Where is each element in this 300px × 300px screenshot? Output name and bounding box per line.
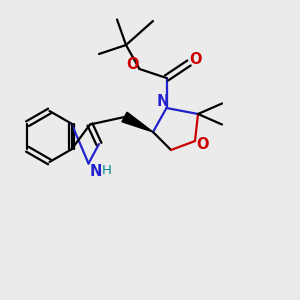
Text: H: H bbox=[102, 164, 112, 178]
Text: O: O bbox=[196, 137, 209, 152]
Text: N: N bbox=[156, 94, 169, 109]
Polygon shape bbox=[122, 112, 153, 132]
Text: N: N bbox=[90, 164, 102, 178]
Text: O: O bbox=[189, 52, 201, 67]
Text: O: O bbox=[127, 57, 139, 72]
